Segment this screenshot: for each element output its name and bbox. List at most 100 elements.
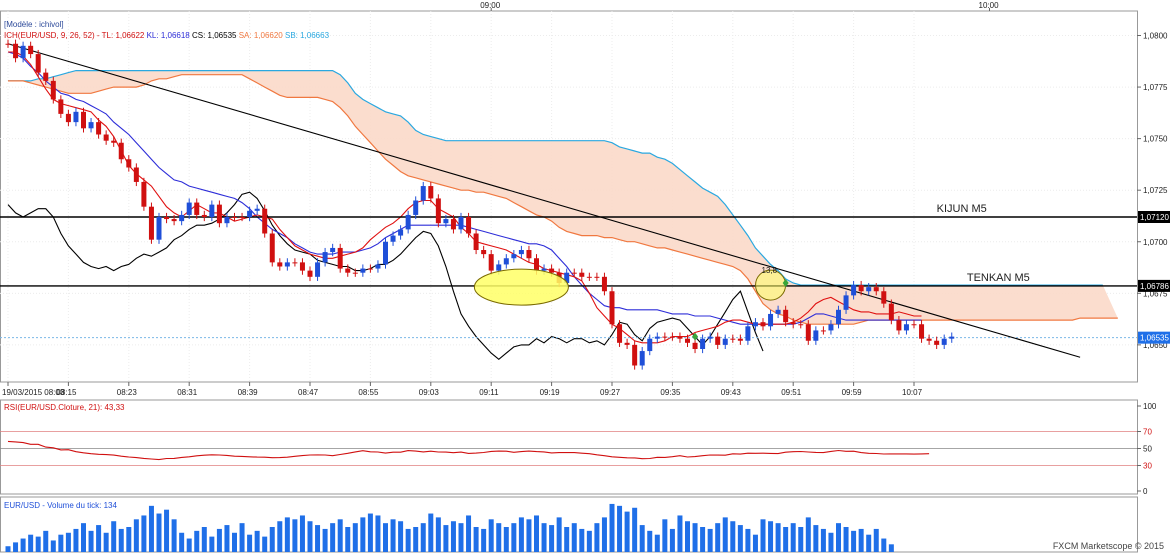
volume-bar (156, 513, 162, 552)
candle-body (828, 324, 834, 331)
candle-body (141, 181, 147, 207)
volume-bar (534, 515, 539, 552)
rsi-axis-label: 30 (1143, 462, 1152, 471)
volume-bar (594, 523, 600, 552)
volume-bar (752, 534, 758, 552)
candle-body (133, 167, 139, 182)
candle-body (730, 338, 736, 340)
candle-body (224, 217, 230, 224)
candle-body (73, 111, 79, 123)
candle-body (737, 338, 743, 341)
volume-bar (262, 536, 268, 552)
volume-bar (96, 525, 102, 552)
volume-bar (503, 527, 509, 552)
watermark: FXCM Marketscope © 2015 (1052, 541, 1164, 551)
volume-bar (700, 527, 706, 552)
volume-bar (851, 530, 857, 552)
indicator-legend: ICH(EUR/USD, 9, 26, 52) - TL: 1,06622 KL… (4, 31, 329, 40)
volume-bar (481, 528, 487, 552)
volume-bar (798, 527, 804, 552)
candle-body (216, 204, 222, 224)
candle-body (277, 262, 283, 267)
volume-bar (148, 505, 154, 552)
candle-body (239, 217, 245, 218)
volume-bar (466, 515, 472, 552)
candle-body (851, 285, 857, 296)
kl-value: KL: 1,06618 (146, 31, 190, 40)
volume-bar (352, 523, 358, 552)
candle-body (601, 276, 607, 292)
kumo-cloud (8, 70, 1118, 325)
candle-body (760, 322, 766, 327)
candle-body (488, 254, 494, 271)
candle-body (81, 111, 86, 129)
tenkan-m5-annotation: TENKAN M5 (967, 272, 1030, 284)
candle-body (836, 309, 841, 325)
volume-bar (473, 527, 479, 552)
price-axis-label: 1,0775 (1143, 83, 1168, 92)
candle-body (65, 113, 71, 123)
candle-body (443, 219, 449, 224)
volume-bar (58, 534, 64, 552)
volume-bar (360, 517, 366, 552)
volume-bar (5, 546, 11, 552)
candle-body (201, 214, 207, 217)
candle-body (5, 43, 11, 45)
time-axis-label: 09:43 (721, 388, 742, 397)
volume-bar (284, 517, 290, 552)
candle-body (20, 45, 26, 59)
volume-bar (50, 540, 56, 552)
volume-bar (820, 528, 826, 552)
candle-body (383, 241, 388, 265)
candle-body (254, 208, 260, 211)
time-axis-label: 09:35 (660, 388, 681, 397)
volume-label: EUR/USD - Volume du tick: 134 (4, 501, 117, 510)
volume-bar (526, 519, 532, 552)
signal-marker (782, 279, 789, 287)
candle-body (35, 54, 41, 73)
volume-bar (873, 528, 879, 552)
volume-bar (760, 519, 766, 552)
volume-bar (511, 523, 517, 552)
volume-bar (194, 530, 200, 552)
hour-label: 09:00 (480, 1, 501, 10)
candle-body (654, 336, 660, 339)
candle-body (156, 217, 162, 240)
volume-bar (579, 528, 585, 552)
volume-bar (737, 525, 743, 552)
candle-body (262, 208, 268, 234)
candle-body (179, 214, 185, 222)
volume-bar (836, 523, 841, 552)
time-axis-label: 09:59 (842, 388, 863, 397)
candle-body (428, 186, 434, 199)
candle-body (96, 122, 102, 135)
candle-body (330, 247, 336, 253)
time-axis-label: 09:11 (479, 388, 499, 397)
candle-body (390, 235, 396, 242)
candle-body (148, 206, 154, 240)
volume-bar (201, 527, 207, 552)
volume-bar (171, 519, 177, 552)
volume-bar (518, 517, 524, 552)
candle-body (586, 276, 592, 278)
volume-bar (556, 517, 562, 552)
candle-body (496, 264, 502, 271)
candle-body (669, 336, 675, 338)
rsi-axis-label: 100 (1143, 402, 1157, 411)
volume-bar (813, 525, 819, 552)
volume-bar (768, 521, 774, 552)
candle-body (700, 338, 706, 349)
candle-body (398, 229, 404, 236)
volume-bar (443, 525, 449, 552)
candle-body (866, 287, 872, 292)
volume-bar (496, 523, 502, 552)
volume-bar (564, 527, 570, 552)
candle-body (473, 233, 479, 250)
candle-body (518, 250, 524, 255)
price-tag-tenkan-bg (1138, 279, 1170, 292)
candle-body (903, 324, 909, 331)
volume-bar (685, 521, 690, 552)
candle-body (126, 159, 132, 168)
candle-body (888, 303, 894, 321)
